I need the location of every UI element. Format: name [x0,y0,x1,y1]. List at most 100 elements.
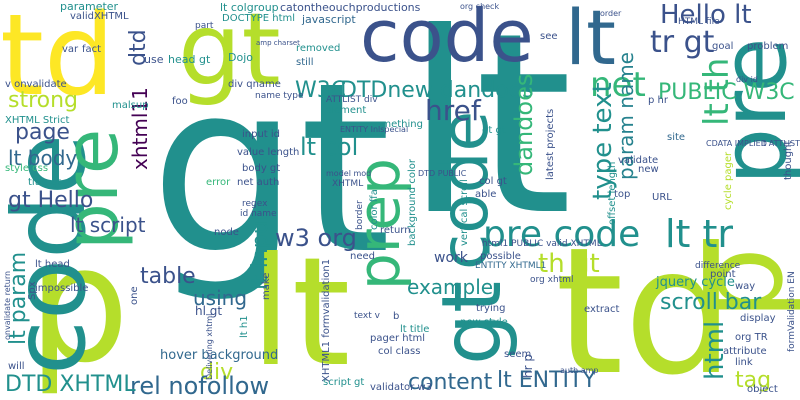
word-impossible: impossible [35,283,89,294]
word-org-tr: org TR [735,332,768,343]
word-w3c: W3C [295,78,347,103]
word-example: example [407,275,494,299]
word-lt-tr: lt tr [665,212,734,256]
word-entity-inlspecial: ENTITY Inlspecial [340,125,409,134]
word-hr-p: hr p [521,354,535,378]
word-input-id: input id [242,129,281,140]
word-gt-top: gt [178,0,281,108]
word-element: element [325,105,367,116]
word-body-gt: body gt [242,163,281,174]
word-tr-gt: tr gt [650,25,715,60]
word-cycle-pager: cycle pager [723,151,734,210]
word-formvalidation-en: formValidation EN [787,271,797,352]
word-lt-bottom: lt [250,226,351,400]
word-amp-charset: amp charset [256,39,300,47]
word-seem: seem [504,349,532,360]
word-color-ffa: color ffa [369,189,380,230]
word-dtd-xhtml: DTD XHTML [5,372,136,397]
word-div: div [200,360,234,385]
word-col-class: col class [378,346,421,357]
word-col-gt: col gt [479,176,507,187]
word-see: see [540,31,558,42]
word-net: net [590,65,646,105]
word-rel-nofollow: rel nofollow [130,372,270,400]
word-site: site [667,132,686,143]
word-xhtml: XHTML [332,179,364,189]
word-latest-projects: latest projects [545,108,556,180]
word-lt-entity: lt ENTITY [497,368,596,393]
word-xhtml1-formvalidation1: XHTML1 formvalidation1 [321,258,332,382]
word-title-gt: title gt [28,177,61,188]
word-attlist-div: ATTLIST div [326,95,378,105]
word-model-mod: model mod [326,169,372,178]
word-dtd-public: DTD PUBLIC [418,169,467,178]
word-lt-head: lt head [35,259,70,270]
word-new-style: new style [460,317,508,328]
word-v-onvalidate: v onvalidate [5,79,67,90]
word-pre-code: pre code [483,214,641,255]
word-offset-length: offset length [607,161,618,225]
word-work: work [434,250,468,266]
word-div-id: div id [736,75,758,84]
word-lt-top: lt [565,0,616,82]
word-strong: strong [8,88,79,113]
word-name-type: name type [255,91,304,101]
word-gt-hello: gt Hello [8,188,94,213]
word-goal: goal [712,41,734,52]
word-url: URL [652,192,672,203]
word-text-v: text v [354,311,380,321]
word-return: return [380,225,411,236]
word-lt-h1: lt h1 [239,315,250,338]
word-object: object [747,384,778,395]
word-scroll-bar: scroll bar [660,290,762,315]
word-lt-attlist: lt ATTLIST [760,139,800,148]
word-use: use [144,53,164,66]
word-top: top [614,189,631,200]
word-fact: fact [82,44,102,55]
word-javascript: javascript [302,13,356,26]
word-attribute: attribute [723,346,767,357]
word-lt-huge: lt [405,0,573,270]
word-order: order [600,9,622,18]
word-entity-xhtml1: ENTITY XHTML1 [475,261,547,271]
word-td-top-left: td [0,0,116,121]
word-org-check: org check [460,2,500,11]
word-org-xhtml: org xhtml [530,275,574,285]
word-w3-org: w3 org [275,224,357,252]
word-border: border [355,200,365,230]
word-difference: difference [695,261,741,271]
word-error: error [206,177,231,188]
word-part: part [195,21,214,31]
word-foo: foo [172,96,188,107]
word-problem: problem [747,41,789,52]
word-pager-html: pager html [370,333,426,344]
word-hello-lt: Hello lt [660,0,752,30]
word-b: b [393,311,400,322]
word-value-length: value length [237,147,300,158]
word-need: need [350,251,375,262]
word-jquery-cycle: jquery cycle [656,275,735,290]
word-malsup: malsup [112,100,149,111]
word-script-gt: script gt [323,377,365,388]
word-catontheouchproductions: catontheouchproductions [280,1,421,14]
word-html1-public-valid-xhtml: html1 PUBLIC valid XHTML [482,239,602,249]
word-make: make [261,272,272,300]
word-p-bottom-left: p [28,211,130,398]
word-lt-colgroup: lt colgroup [220,1,279,14]
word-node: node [214,227,239,238]
word-th-gt: th gt [538,249,600,279]
word-spx: Spx [27,281,38,300]
word-validate: validate [618,155,659,166]
word-lt-title: lt title [400,324,430,335]
word-extract: extract [584,304,620,315]
word-dandoes: dandoes [510,73,538,176]
word-still: still [296,57,314,68]
word-new: new [638,164,659,175]
word-p-hr: p hr [648,95,668,106]
word-using: using [193,286,248,310]
word-one: one [129,286,140,305]
word-gt-gt: gt gt [482,125,506,136]
word-hover-background: hover background [160,348,279,363]
word-content: content [408,370,493,395]
